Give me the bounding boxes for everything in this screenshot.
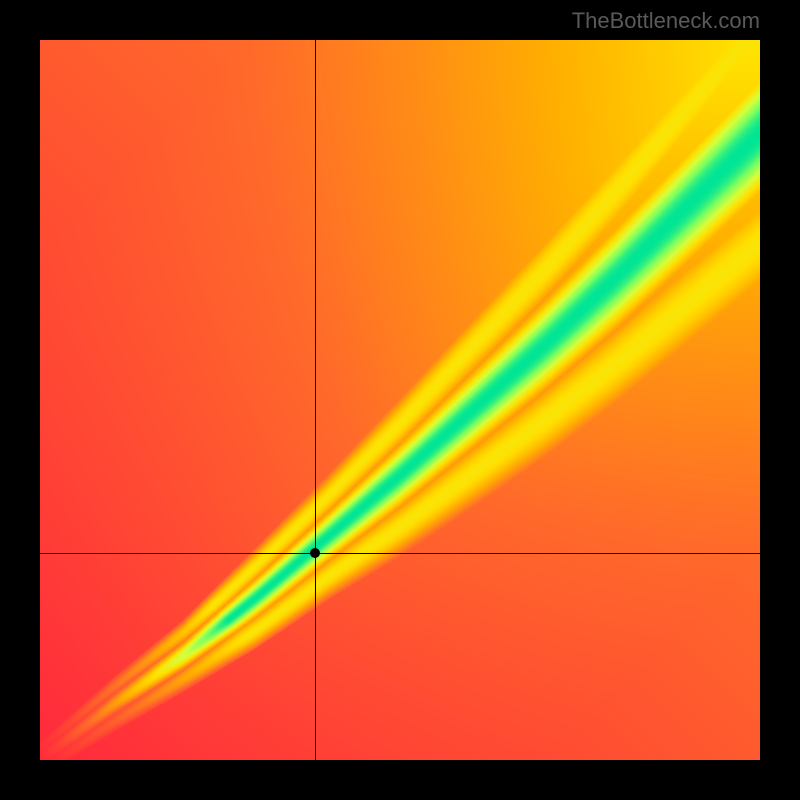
crosshair-horizontal <box>40 553 760 554</box>
watermark-text: TheBottleneck.com <box>572 8 760 34</box>
heatmap-canvas <box>40 40 760 760</box>
plot-area <box>40 40 760 760</box>
crosshair-vertical <box>315 40 316 760</box>
crosshair-marker <box>310 548 320 558</box>
